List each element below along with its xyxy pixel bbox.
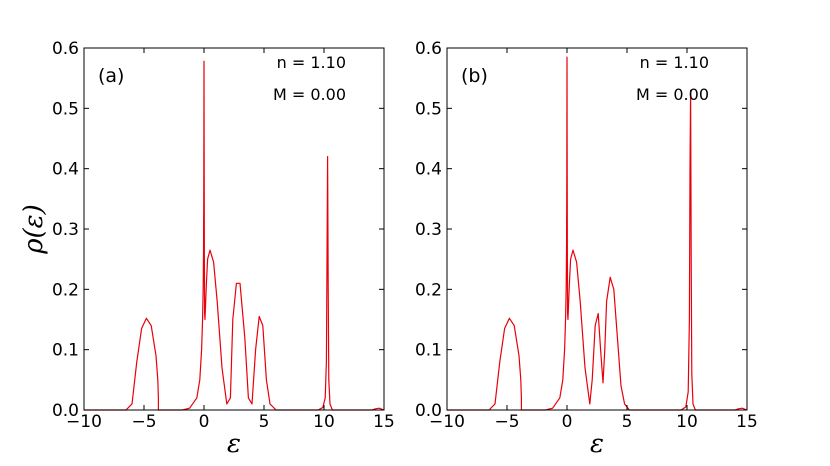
panel-b-y-tick-label: 0.1 — [415, 341, 442, 361]
panel-b-x-axis-label: ε — [590, 429, 604, 459]
panel-a-curves — [84, 60, 385, 411]
panel-a-y-tick-label: 0.2 — [52, 280, 79, 300]
panel-a-annotation-n: n = 1.10 — [277, 53, 346, 72]
panel-a-y-tick-labels: 0.0 0.1 0.2 0.3 0.4 0.5 0.6 — [52, 39, 79, 421]
panel-b-y-tick-labels: 0.0 0.1 0.2 0.3 0.4 0.5 0.6 — [415, 39, 442, 421]
panel-b-label: (b) — [461, 65, 488, 87]
panel-b-y-tick-label: 0.0 — [415, 401, 442, 421]
panel-a-label: (a) — [98, 65, 124, 87]
panel-a-ticks — [83, 47, 385, 411]
panel-b: −10 −5 0 5 10 15 0.0 0.1 0.2 0.3 0.4 0.5 0.6 (b) n … — [415, 39, 758, 459]
panel-a: −10 −5 0 5 10 15 0.0 0.1 0.2 0.3 0.4 0.5 0.6 (a) n … — [52, 39, 395, 459]
panel-a-x-tick-label: 10 — [313, 412, 335, 432]
panel-b-annotation-m: M = 0.00 — [636, 85, 709, 104]
panel-a-annotation-m: M = 0.00 — [273, 85, 346, 104]
panel-a-y-tick-label: 0.1 — [52, 341, 79, 361]
panel-a-x-tick-label: 0 — [199, 412, 210, 432]
panel-b-x-tick-label: −10 — [429, 412, 465, 432]
y-axis-label: ρ(ε) — [19, 204, 49, 255]
panel-a-x-tick-label: 5 — [259, 412, 270, 432]
panel-a-y-tick-label: 0.0 — [52, 401, 79, 421]
panel-a-x-tick-labels: −10 −5 0 5 10 15 — [66, 412, 395, 432]
panel-b-x-tick-label: 0 — [562, 412, 573, 432]
panel-b-curves — [447, 56, 748, 411]
panel-a-x-axis-label: ε — [227, 429, 241, 459]
panel-b-y-tick-label: 0.6 — [415, 39, 442, 59]
panel-b-annotation-n: n = 1.10 — [640, 53, 709, 72]
panel-b-x-tick-label: −5 — [494, 412, 519, 432]
panel-b-x-tick-label: 15 — [736, 412, 758, 432]
panel-a-y-tick-label: 0.6 — [52, 39, 79, 59]
panel-b-y-tick-label: 0.2 — [415, 280, 442, 300]
panel-b-series-0-line — [447, 56, 748, 411]
panel-b-ticks — [446, 47, 748, 411]
panel-b-y-tick-label: 0.5 — [415, 99, 442, 119]
panel-a-y-tick-label: 0.3 — [52, 220, 79, 240]
panel-b-x-tick-label: 10 — [676, 412, 698, 432]
panel-a-x-tick-label: −5 — [131, 412, 156, 432]
panel-a-y-tick-label: 0.5 — [52, 99, 79, 119]
panel-b-x-tick-labels: −10 −5 0 5 10 15 — [429, 412, 758, 432]
panel-a-series-0-line — [84, 60, 385, 411]
panel-b-x-tick-label: 5 — [622, 412, 633, 432]
panel-b-y-tick-label: 0.4 — [415, 160, 442, 180]
panel-a-y-tick-label: 0.4 — [52, 160, 79, 180]
panel-b-y-tick-label: 0.3 — [415, 220, 442, 240]
panel-a-x-tick-label: −10 — [66, 412, 102, 432]
panel-a-x-tick-label: 15 — [373, 412, 395, 432]
